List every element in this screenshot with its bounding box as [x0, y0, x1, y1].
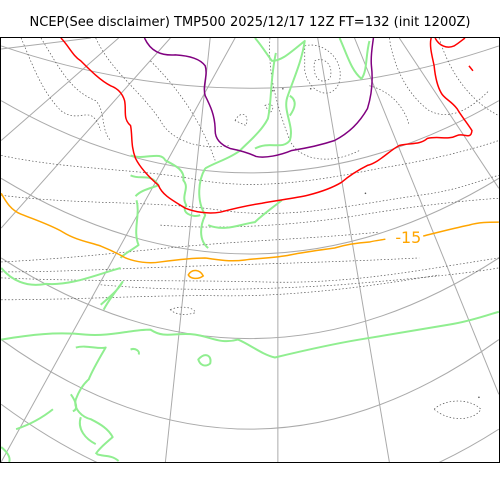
- coastline: [288, 94, 296, 117]
- isotherm-minus-15-east: [423, 221, 499, 237]
- coastline: [96, 453, 120, 462]
- isotherm-minus-30-closed: [434, 38, 466, 48]
- contour-line: [150, 60, 216, 161]
- coastline: [197, 354, 212, 367]
- station-mark: [282, 87, 284, 90]
- coastline: [207, 199, 283, 229]
- contour-line: [313, 59, 332, 82]
- contour-line: [1, 274, 440, 301]
- meridian-line: [317, 38, 390, 462]
- minor-contours: [1, 38, 499, 419]
- coastline: [1, 266, 121, 286]
- meridian-line: [354, 38, 499, 395]
- coastline: [130, 154, 201, 217]
- latitude-line: [1, 100, 499, 174]
- contour-line: [388, 38, 490, 115]
- coastline: [130, 348, 140, 356]
- latitude-line: [1, 339, 499, 430]
- latitude-line: [1, 403, 499, 462]
- contour-line: [269, 38, 360, 160]
- contour-line: [40, 38, 111, 141]
- coastline: [1, 310, 499, 359]
- coastline: [74, 345, 114, 455]
- station-mark: [364, 192, 367, 195]
- coastline: [1, 446, 11, 462]
- coastline: [78, 416, 97, 445]
- isotherm-minus-15-small: [187, 269, 205, 280]
- meridian-lines: [1, 38, 499, 462]
- meridian-line: [1, 38, 171, 229]
- meridian-line: [164, 38, 211, 462]
- station-mark: [478, 396, 480, 399]
- coastline: [15, 408, 54, 431]
- map-svg: -15: [1, 38, 499, 462]
- chart-title: NCEP(See disclaimer) TMP500 2025/12/17 1…: [29, 15, 471, 30]
- coastline: [70, 393, 78, 413]
- latitude-lines: [1, 45, 499, 462]
- isotherm-minus-15-label: -15: [395, 228, 421, 247]
- coastlines: [1, 38, 499, 462]
- contour-line: [1, 140, 499, 185]
- contour-line: [20, 38, 102, 131]
- station-marks: [272, 87, 480, 399]
- isotherm-minus-15: [1, 192, 499, 280]
- coastline: [119, 199, 140, 259]
- station-mark: [272, 89, 274, 92]
- meridian-line: [1, 38, 119, 141]
- isotherm-minus-15-main: [1, 192, 386, 264]
- coastline: [338, 38, 371, 80]
- meridian-line: [1, 38, 91, 50]
- contour-line: [100, 267, 499, 290]
- station-mark: [309, 87, 312, 90]
- contour-line: [1, 231, 380, 263]
- isotherm-minus-40: [143, 38, 375, 158]
- contour-line: [369, 85, 410, 126]
- contour-line: [169, 306, 196, 315]
- contour-line: [1, 257, 420, 273]
- map-panel: -15: [0, 37, 500, 463]
- coastline: [204, 52, 277, 170]
- contour-line: [234, 114, 248, 127]
- contour-line: [438, 38, 499, 116]
- isotherm-minus-30-tick: [468, 65, 474, 72]
- isotherm-minus-30: [60, 38, 474, 214]
- latitude-line: [1, 177, 499, 255]
- contour-line: [1, 175, 499, 214]
- contour-line: [1, 257, 499, 283]
- coastline: [198, 167, 209, 249]
- meridian-line: [1, 38, 236, 462]
- latitude-line: [1, 257, 499, 340]
- coastline: [100, 280, 124, 311]
- contour-line: [95, 38, 231, 148]
- latitude-line: [1, 45, 499, 89]
- isotherm-minus-30-main: [60, 38, 473, 214]
- coastline: [254, 38, 306, 150]
- coastline: [130, 174, 160, 197]
- contour-line: [433, 400, 482, 419]
- contour-line: [304, 44, 341, 94]
- meridian-line: [398, 38, 499, 189]
